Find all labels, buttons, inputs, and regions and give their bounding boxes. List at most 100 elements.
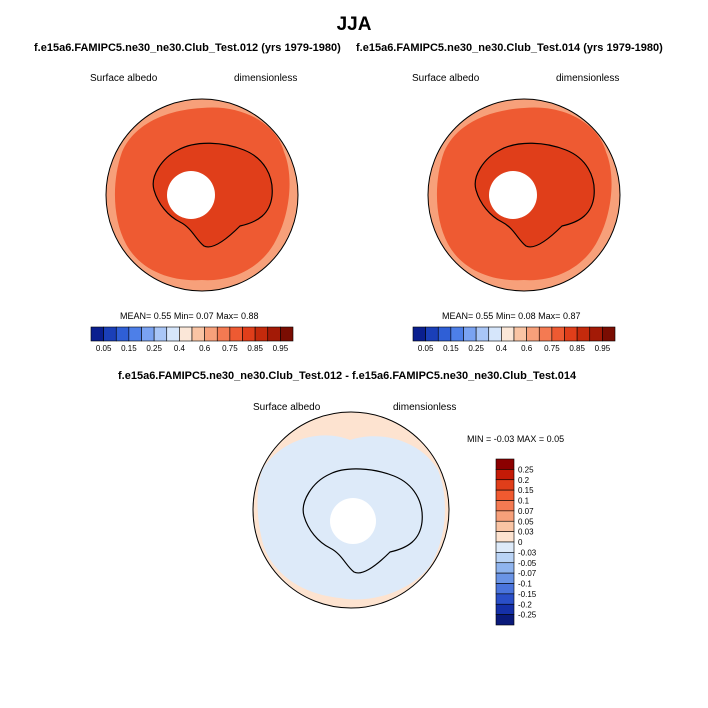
panel1-colorbar-tick-label: 0.4: [174, 344, 186, 353]
panel1-colorbar-tick-label: 0.15: [121, 344, 137, 353]
panel3-colorbar-box: [495, 583, 515, 595]
panel3-min-value: -0.03: [493, 434, 515, 444]
panel2-colorbar-tick-label: 0.6: [521, 344, 533, 353]
panel1-colorbar-box: [103, 326, 117, 342]
panel2-colorbar-tick-label: 0.4: [496, 344, 508, 353]
panel3-left-label: Surface albedo: [253, 402, 321, 413]
panel1-mean-label: MEAN=: [120, 311, 152, 321]
panel1-min-label: Min=: [173, 311, 194, 321]
panel3-colorbar-box: [495, 489, 515, 501]
panel2-colorbar-box: [538, 326, 553, 342]
panel1-colorbar-box: [242, 326, 256, 342]
panel1-right-label: dimensionless: [234, 73, 298, 84]
panel3-colorbar-tick-label: 0.07: [518, 507, 534, 516]
panel2-colorbar-box: [412, 326, 426, 342]
panel3-colorbar-box: [495, 479, 515, 491]
panel3-colorbar-tick-label: -0.03: [518, 548, 537, 557]
panel1-colorbar-tick-label: 0.75: [222, 344, 238, 353]
panel1-colorbar-tick-label: 0.95: [273, 344, 289, 353]
panel2-stats: MEAN= 0.55 Min= 0.08 Max= 0.87: [442, 311, 580, 321]
panel1-title: f.e15a6.FAMIPC5.ne30_ne30.Club_Test.012 …: [34, 42, 341, 54]
panel3-colorbar-box: [495, 552, 515, 564]
panel1-colorbar-tick-label: 0.85: [247, 344, 263, 353]
panel3-colorbar-tick-label: -0.1: [518, 580, 532, 589]
panel2-mean-value: 0.55: [475, 311, 494, 321]
panel3-colorbar-box: [495, 562, 515, 574]
panel1-colorbar-box: [204, 326, 218, 342]
panel3-colorbar-box: [495, 541, 515, 553]
panel3-colorbar-box: [495, 531, 515, 543]
panel2-polar-missing-data: [489, 171, 537, 219]
panel2-colorbar-tick-label: 0.85: [569, 344, 585, 353]
panel1-colorbar-box: [153, 326, 168, 342]
panel1-colorbar-box: [179, 326, 193, 342]
panel3-colorbar-tick-label: -0.25: [518, 611, 537, 620]
panel1-colorbar-box: [216, 326, 231, 342]
panel3-colorbar-box: [495, 458, 515, 470]
panel1-map-border: [105, 98, 299, 292]
panel1-polar-missing-data: [167, 171, 215, 219]
panel3-colorbar-box: [495, 510, 515, 522]
panel2-colorbar-box: [551, 326, 565, 342]
panel2-right-label: dimensionless: [556, 73, 620, 84]
panel2-colorbar-box: [602, 326, 616, 342]
panel2-colorbar-box: [589, 326, 603, 342]
panel3-colorbar-tick-label: 0: [518, 538, 523, 547]
panel3-colorbar-box: [495, 614, 515, 626]
panel3-colorbar-box: [495, 520, 515, 532]
panel2-colorbar-box: [425, 326, 439, 342]
panel1-left-label: Surface albedo: [90, 73, 158, 84]
panel3-stats: MIN = -0.03 MAX = 0.05: [467, 434, 564, 444]
panel3-right-label: dimensionless: [393, 402, 457, 413]
panel1-colorbar-box: [191, 326, 205, 342]
panel3-max-value: 0.05: [546, 434, 565, 444]
panel3-colorbar-tick-label: -0.2: [518, 600, 532, 609]
panel2-colorbar-tick-label: 0.95: [595, 344, 611, 353]
panel2-colorbar-box: [526, 326, 540, 342]
panel2-colorbar-box: [450, 326, 464, 342]
panel1-map: [105, 98, 299, 292]
panel2-map-border: [427, 98, 621, 292]
panel3-title: f.e15a6.FAMIPC5.ne30_ne30.Club_Test.012 …: [118, 370, 577, 382]
panel3-colorbar-tick-label: 0.15: [518, 486, 534, 495]
panel2-colorbar-tick-label: 0.25: [468, 344, 484, 353]
panel2-colorbar-box: [475, 326, 490, 342]
panel2-colorbar-box: [463, 326, 477, 342]
panel2-title: f.e15a6.FAMIPC5.ne30_ne30.Club_Test.014 …: [356, 42, 663, 54]
panel3-min-label: MIN =: [467, 434, 492, 444]
panel2-colorbar-box: [437, 326, 452, 342]
panel2-max-label: Max=: [538, 311, 561, 321]
panel3-map: [252, 411, 450, 609]
panel2-colorbar-box: [488, 326, 502, 342]
panel3-colorbar-box: [495, 572, 515, 584]
panel1-colorbar-box: [128, 326, 142, 342]
panel1-colorbar-box: [254, 326, 269, 342]
panel3-max-label: MAX =: [516, 434, 545, 444]
panel3-colorbar-tick-label: -0.05: [518, 559, 537, 568]
panel1-colorbar-box: [280, 326, 294, 342]
panel2-colorbar-tick-label: 0.75: [544, 344, 560, 353]
panel3-polar-missing-data: [330, 498, 376, 544]
panel3-colorbar-box: [495, 469, 515, 481]
panel3-colorbar: 0.250.20.150.10.070.050.030-0.03-0.05-0.…: [495, 458, 537, 626]
panel3-colorbar-tick-label: 0.03: [518, 528, 534, 537]
panel3-colorbar-box: [495, 593, 515, 605]
panel2-colorbar-box: [501, 326, 515, 342]
page-title: JJA: [336, 14, 372, 35]
panel1-colorbar: 0.05 0.15 0.25 0.4 0.6 0.75 0.85 0.95: [90, 326, 294, 353]
panel3-colorbar-tick-label: -0.15: [518, 590, 537, 599]
panel2-colorbar-tick-label: 0.05: [418, 344, 434, 353]
panel2-max-value: 0.87: [562, 311, 581, 321]
panel3-colorbar-tick-label: 0.25: [518, 465, 534, 474]
panel2-mean-label: MEAN=: [442, 311, 474, 321]
panel3-colorbar-tick-label: -0.07: [518, 569, 537, 578]
panel1-colorbar-tick-label: 0.05: [96, 344, 112, 353]
panel1-max-value: 0.88: [240, 311, 259, 321]
panel1-stats: MEAN= 0.55 Min= 0.07 Max= 0.88: [120, 311, 258, 321]
panel1-colorbar-box: [115, 326, 130, 342]
panel2-colorbar-box: [576, 326, 591, 342]
panel3-colorbar-tick-label: 0.05: [518, 517, 534, 526]
panel1-colorbar-box: [141, 326, 155, 342]
panel3-colorbar-tick-label: 0.1: [518, 497, 530, 506]
